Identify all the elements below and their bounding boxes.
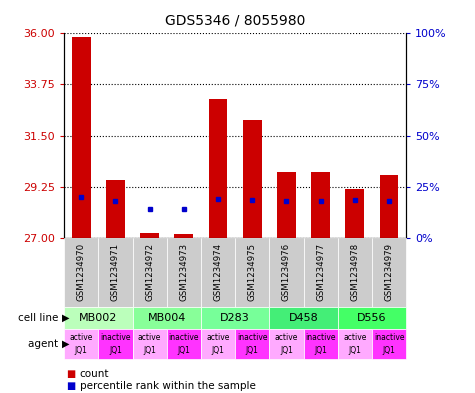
Text: active: active — [343, 333, 367, 342]
Text: D556: D556 — [357, 313, 387, 323]
Text: JQ1: JQ1 — [382, 346, 396, 355]
Text: GSM1234973: GSM1234973 — [180, 243, 188, 301]
Text: GSM1234977: GSM1234977 — [316, 243, 325, 301]
Text: inactive: inactive — [305, 333, 336, 342]
Text: GSM1234975: GSM1234975 — [248, 243, 256, 301]
Bar — [140, 233, 159, 238]
Text: GSM1234971: GSM1234971 — [111, 243, 120, 301]
Text: JQ1: JQ1 — [109, 346, 122, 355]
Bar — [243, 120, 262, 238]
Text: ■: ■ — [66, 380, 76, 391]
Text: D283: D283 — [220, 313, 250, 323]
Text: active: active — [206, 333, 230, 342]
Text: MB004: MB004 — [148, 313, 186, 323]
Bar — [209, 99, 228, 238]
Text: ▶: ▶ — [62, 313, 69, 323]
Text: JQ1: JQ1 — [75, 346, 88, 355]
Text: active: active — [69, 333, 93, 342]
Text: JQ1: JQ1 — [348, 346, 361, 355]
Text: active: active — [275, 333, 298, 342]
Text: inactive: inactive — [237, 333, 267, 342]
Text: GSM1234974: GSM1234974 — [214, 243, 222, 301]
Bar — [277, 172, 296, 238]
Bar — [311, 172, 330, 238]
Text: GDS5346 / 8055980: GDS5346 / 8055980 — [165, 14, 305, 28]
Text: inactive: inactive — [374, 333, 404, 342]
Bar — [106, 180, 125, 238]
Text: GSM1234972: GSM1234972 — [145, 243, 154, 301]
Bar — [345, 189, 364, 238]
Text: D458: D458 — [289, 313, 318, 323]
Text: ▶: ▶ — [62, 339, 69, 349]
Text: ■: ■ — [66, 369, 76, 379]
Text: JQ1: JQ1 — [211, 346, 225, 355]
Text: JQ1: JQ1 — [314, 346, 327, 355]
Bar — [174, 234, 193, 238]
Bar — [72, 37, 91, 238]
Text: agent: agent — [28, 339, 62, 349]
Text: GSM1234979: GSM1234979 — [385, 243, 393, 301]
Text: GSM1234978: GSM1234978 — [351, 243, 359, 301]
Text: percentile rank within the sample: percentile rank within the sample — [80, 380, 256, 391]
Text: MB002: MB002 — [79, 313, 117, 323]
Text: active: active — [138, 333, 162, 342]
Text: JQ1: JQ1 — [246, 346, 259, 355]
Text: count: count — [80, 369, 109, 379]
Bar — [380, 175, 399, 238]
Text: GSM1234970: GSM1234970 — [77, 243, 86, 301]
Text: inactive: inactive — [169, 333, 199, 342]
Text: GSM1234976: GSM1234976 — [282, 243, 291, 301]
Text: JQ1: JQ1 — [280, 346, 293, 355]
Text: inactive: inactive — [100, 333, 131, 342]
Text: JQ1: JQ1 — [143, 346, 156, 355]
Text: JQ1: JQ1 — [177, 346, 190, 355]
Text: cell line: cell line — [18, 313, 62, 323]
